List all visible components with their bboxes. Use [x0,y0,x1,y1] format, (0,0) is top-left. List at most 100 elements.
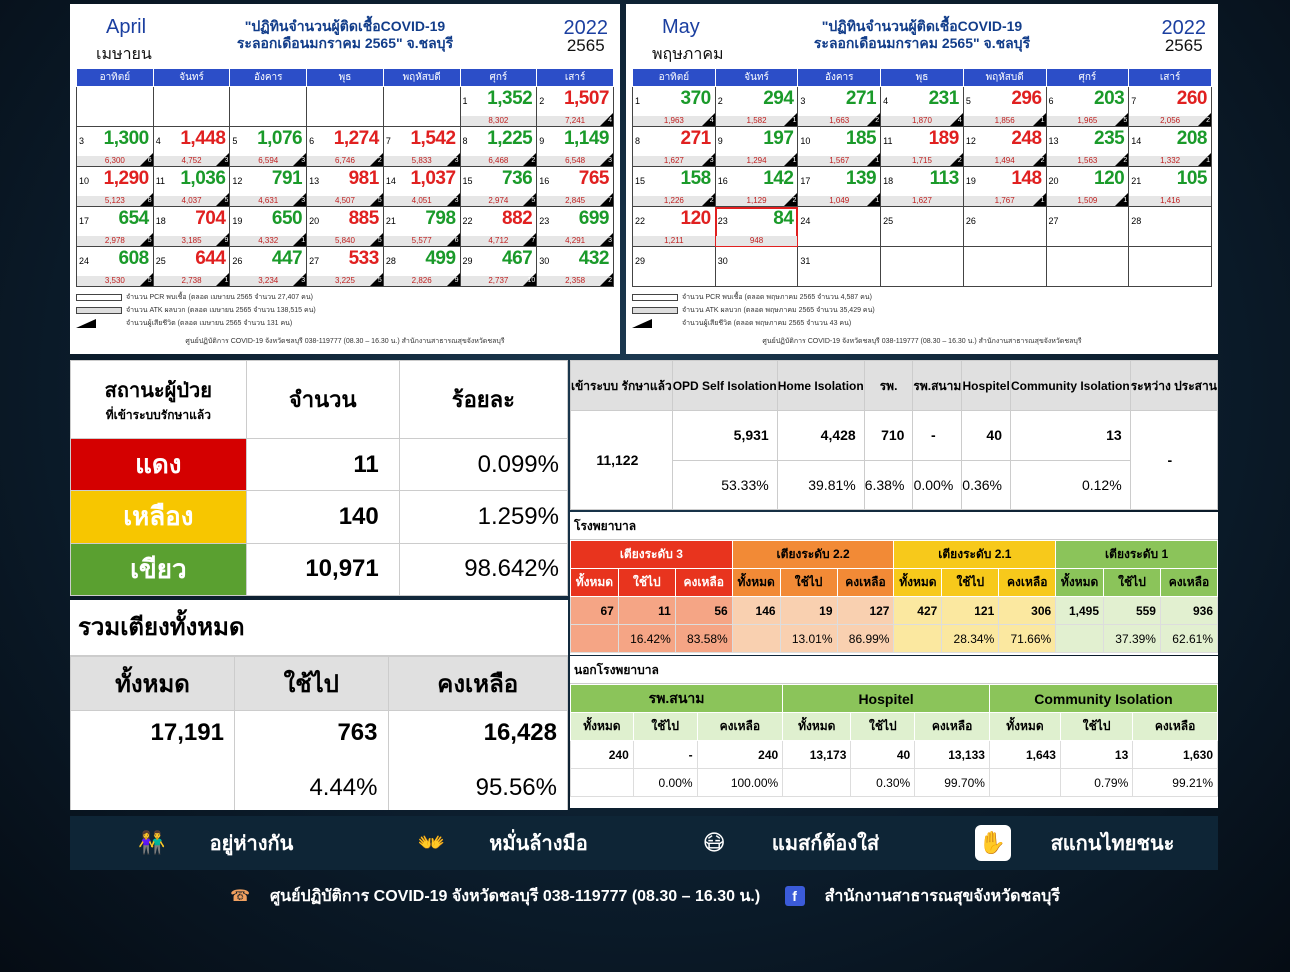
iso-header: ระหว่าง ประสาน [1129,360,1219,411]
calendar-title: "ปฏิทินจำนวนผู้ติดเชื้อCOVID-19 ระลอกเดือ… [813,18,1031,51]
bed-percent: 37.39% [1103,624,1161,653]
death-marker: 3 [600,153,613,166]
bed-value: 127 [836,596,895,625]
sub-header: ใช้ไป [941,568,1000,597]
calendar-day: 4 231 1,870 4 [880,86,964,127]
bed-value: 240 [696,740,784,769]
percent-header: ร้อยละ [398,360,569,439]
calendar-day: 25 [880,206,964,247]
bed-percent [731,624,781,653]
death-marker: 2 [1198,113,1211,126]
day-header: อังคาร [797,68,882,87]
calendar-day: 18 113 1,627 [880,166,964,207]
calendar-day: 15 158 1,226 2 [632,166,716,207]
red-label: แดง [70,437,247,492]
calendar-day: 24 [797,206,882,247]
iso-header: รพ. [863,360,914,411]
death-marker: 4 [600,113,613,126]
remaining-value: 16,428 [387,710,568,767]
iso-percent: 0.00% [912,459,963,510]
calendar-day: 22 882 4,712 7 [459,206,538,247]
calendar-day: 9 197 1,294 1 [714,126,799,167]
death-marker: 2 [369,153,383,166]
yellow-label: เหลือง [70,490,247,544]
death-marker: 6 [139,153,153,166]
month-en: April [106,16,147,38]
bed-percent [570,624,619,653]
sub-header: คงเหลือ [696,712,784,741]
iso-header: เข้าระบบ รักษาแล้ว [570,360,673,411]
count-header: จำนวน [245,360,400,439]
iso-header: OPD Self Isolation [671,360,778,411]
thaichana-label: สแกนไทยชนะ [1050,833,1175,855]
day-header: อังคาร [229,68,308,87]
bed-value: 427 [893,596,943,625]
group-header: เตียงระดับ 2.2 [731,540,895,569]
phone-icon: ☎ [230,888,251,905]
calendar-day: 23 84 948 [714,206,799,247]
calendar-day: 12 791 4,631 3 [229,166,308,207]
bed-value: 1,643 [988,740,1061,769]
sub-header: ทั้งหมด [731,568,781,597]
status-header: สถานะผู้ป่วย ที่เข้าระบบรักษาแล้ว [70,360,247,439]
death-marker: 4 [949,113,963,126]
isolation-table: เข้าระบบ รักษาแล้ว OPD Self Isolation Home… [570,360,1219,510]
calendar-day: 8 271 1,627 3 [632,126,716,167]
calendar-day: 16 765 2,845 7 [536,166,614,207]
iso-header: รพ.สนาม [912,360,963,411]
bed-percent: 100.00% [696,768,784,797]
sub-header: ทั้งหมด [988,712,1061,741]
handwash-label: หมั่นล้างมือ [489,833,588,855]
sub-header: ใช้ไป [779,568,838,597]
death-marker: 3 [293,153,307,166]
april-calendar: April เมษายน "ปฏิทินจำนวนผู้ติดเชื้อCOVI… [70,4,620,354]
bed-percent [1055,624,1105,653]
bed-percent: 0.30% [850,768,916,797]
death-marker: 1 [1032,193,1046,206]
handwash-icon: 👐 [417,830,445,855]
yellow-count: 140 [245,490,400,544]
death-marker: 2 [867,113,881,126]
sub-header: ใช้ไป [850,712,916,741]
death-marker: 1 [1115,193,1129,206]
death-marker: 1 [867,153,881,166]
calendar-day: 16 142 1,129 2 [714,166,799,207]
calendar-day: 20 120 1,509 1 [1045,166,1130,207]
bed-value: 13,173 [782,740,852,769]
sub-header: ใช้ไป [617,568,676,597]
iso-percent: 39.81% [776,459,865,510]
month-en: May [662,16,700,38]
bed-percent: 0.00% [632,768,698,797]
calendar-day: 9 1,149 6,548 3 [536,126,614,167]
calendar-footer: ศูนย์ปฏิบัติการ COVID-19 จังหวัดชลบุรี 0… [185,338,505,345]
bed-value: 146 [731,596,781,625]
calendar-day: 27 533 3,225 5 [306,246,384,287]
calendar-day: 1 370 1,963 4 [632,86,716,127]
death-marker: 1 [1032,113,1046,126]
death-marker: 1 [784,153,798,166]
bed-value: 40 [850,740,916,769]
calendar-day: 4 1,448 4,752 3 [152,126,231,167]
death-marker: 5 [369,233,383,246]
calendar-day: 2 294 1,582 1 [714,86,799,127]
death-marker: 2 [701,193,715,206]
death-marker: 7 [600,193,613,206]
death-marker: 1 [293,233,307,246]
iso-value: 13 [1010,410,1131,461]
calendar-day: 2 1,507 7,241 4 [536,86,614,127]
phone-contact: ศูนย์ปฏิบัติการ COVID-19 จังหวัดชลบุรี 0… [270,888,761,905]
bed-value: 11 [617,596,676,625]
total-beds-table: รวมเตียงทั้งหมด ทั้งหมด ใช้ไป คงเหลือ 17,1… [70,600,568,810]
facebook-icon[interactable]: f [784,886,805,906]
death-marker: 3 [701,153,715,166]
bed-percent: 13.01% [779,624,838,653]
calendar-day: 11 1,036 4,037 5 [152,166,231,207]
calendar-day: 6 203 1,965 5 [1045,86,1130,127]
death-marker: 1 [784,113,798,126]
prevention-bar: 👫 อยู่ห่างกัน 👐 หมั่นล้างมือ 😷 แมสก์ต้องใส่… [70,816,1218,870]
calendar-day: 30 432 2,358 2 [536,246,614,287]
death-marker: 10 [523,273,537,286]
calendar-footer: ศูนย์ปฏิบัติการ COVID-19 จังหวัดชลบุรี 0… [762,338,1082,345]
hospital-beds-table: โรงพยาบาล เตียงระดับ 3 เตียงระดับ 2.2 เตีย… [570,512,1219,655]
group-header: เตียงระดับ 3 [570,540,733,569]
